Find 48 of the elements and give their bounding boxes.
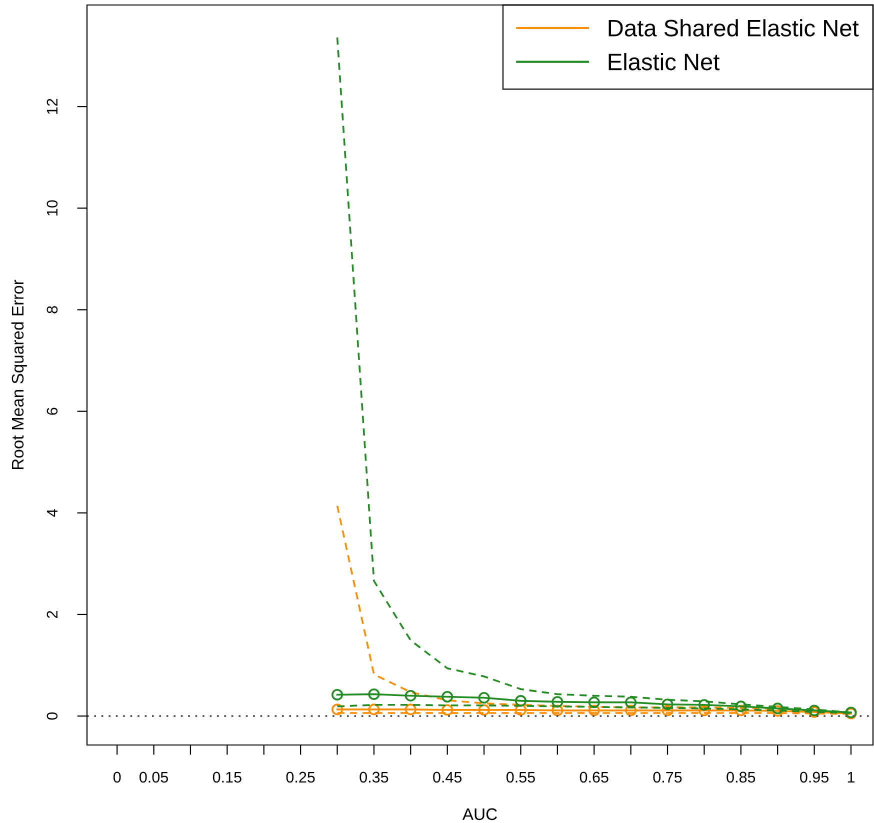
point — [368, 688, 380, 700]
y-tick-label: 8 — [46, 306, 58, 314]
y-tick-label: 12 — [46, 98, 58, 114]
x-tick-label: 0.25 — [286, 772, 315, 783]
point — [625, 696, 637, 708]
legend-label: Data Shared Elastic Net — [608, 19, 859, 37]
x-tick-label: 0.95 — [800, 772, 829, 783]
x-tick-label: 0.35 — [360, 772, 388, 783]
legend-label: Elastic Net — [608, 52, 720, 70]
point — [735, 700, 747, 712]
y-tick-label: 0 — [46, 712, 58, 720]
point — [698, 699, 710, 711]
x-tick-label: 0.85 — [726, 772, 756, 783]
x-tick-label: 0.45 — [433, 772, 462, 783]
x-tick-label: 0 — [113, 772, 121, 783]
point — [552, 704, 564, 716]
point — [368, 704, 380, 716]
point — [735, 704, 747, 716]
x-tick-label: 0.15 — [212, 772, 242, 783]
x-tick-label: 0.05 — [140, 772, 168, 783]
point — [662, 698, 674, 710]
point — [331, 704, 344, 716]
x-tick-label: 1 — [848, 772, 854, 782]
point — [331, 688, 344, 700]
point — [442, 690, 454, 703]
x-tick-label: 0.65 — [580, 772, 608, 783]
y-tick-label: 2 — [46, 610, 58, 618]
point — [588, 696, 600, 708]
point — [478, 692, 490, 704]
x-axis-title: AUC — [462, 808, 497, 820]
y-tick-label: 10 — [46, 200, 58, 216]
point — [662, 704, 674, 716]
y-tick-label: 4 — [46, 509, 58, 517]
point — [772, 702, 784, 714]
point — [698, 704, 710, 716]
y-tick-label: 6 — [46, 408, 58, 415]
x-tick-label: 0.55 — [506, 772, 535, 783]
x-tick-label: 0.75 — [653, 772, 682, 783]
point — [404, 704, 416, 716]
point — [404, 690, 416, 702]
point — [625, 704, 637, 716]
point — [514, 704, 526, 716]
point — [442, 704, 454, 716]
point — [514, 695, 526, 707]
point — [478, 704, 490, 716]
point — [588, 704, 600, 716]
point — [552, 696, 564, 708]
y-axis-title: Root Mean Squared Error — [11, 280, 27, 470]
